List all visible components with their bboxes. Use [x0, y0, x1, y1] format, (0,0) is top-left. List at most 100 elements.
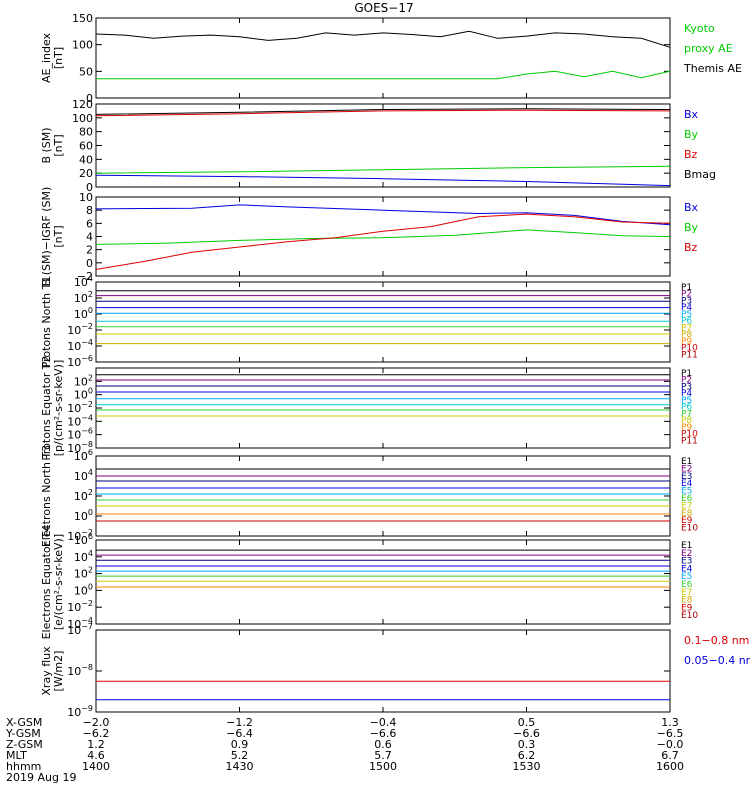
- axis-tick-value: 4.6: [87, 749, 105, 762]
- axis-tick-value: −6.5: [657, 727, 684, 740]
- panel-frame: [95, 103, 671, 188]
- legend-entry: E4: [681, 564, 693, 574]
- y-tick-label: 102: [74, 488, 93, 503]
- y-axis-label: Protons Equator T2: [40, 355, 53, 460]
- y-tick-label: 100: [72, 112, 93, 125]
- series-line: [95, 30, 671, 48]
- panel-frame: [95, 17, 671, 99]
- legend-entry: E5: [681, 572, 692, 582]
- legend-entry: E3: [681, 472, 692, 482]
- legend-entry: E2: [681, 464, 692, 474]
- y-tick-label: 4: [86, 231, 93, 244]
- axis-tick-value: 6.7: [661, 749, 679, 762]
- legend-entry: E10: [681, 524, 698, 534]
- axis-row-label: Z-GSM: [6, 738, 43, 751]
- axis-tick-value: 0.6: [374, 738, 392, 751]
- y-tick-label: 10−2: [67, 599, 93, 614]
- legend-entry: P1: [681, 369, 692, 379]
- y-tick-label: −2: [77, 270, 93, 283]
- y-axis-unit: [nT]: [52, 47, 65, 69]
- y-tick-label: 10−7: [67, 622, 93, 637]
- legend-entry: E9: [681, 603, 693, 613]
- y-axis-unit: [W/m2]: [52, 651, 65, 692]
- y-axis-label: Xray flux: [40, 646, 53, 696]
- y-axis-unit: [nT]: [52, 134, 65, 156]
- y-axis-label: Electrons Equator T4: [40, 525, 53, 640]
- y-tick-label: 104: [74, 549, 93, 564]
- legend-entry: P6: [681, 403, 692, 413]
- y-tick-label: 0: [86, 181, 93, 194]
- y-tick-label: 20: [79, 167, 93, 180]
- legend-entry: P10: [681, 344, 698, 354]
- legend-entry: P6: [681, 317, 692, 327]
- legend-entry: P11: [681, 436, 698, 446]
- y-tick-label: 100: [74, 387, 93, 402]
- axis-tick-value: −6.6: [513, 727, 540, 740]
- y-tick-label: 102: [74, 566, 93, 581]
- y-tick-label: 100: [74, 508, 93, 523]
- legend-entry: Themis AE: [683, 62, 742, 75]
- y-tick-label: 10−8: [67, 440, 93, 455]
- axis-tick-value: 5.7: [374, 749, 392, 762]
- legend-entry: P2: [681, 290, 692, 300]
- y-axis-unit: [p/(cm²-s-sr-keV)]: [52, 360, 65, 457]
- axis-row-label: X-GSM: [6, 716, 42, 729]
- y-tick-label: 60: [79, 140, 93, 153]
- y-tick-label: 10−4: [67, 338, 93, 353]
- legend-entry: E1: [681, 457, 692, 467]
- y-tick-label: 10−4: [67, 413, 93, 428]
- axis-tick-value: 1530: [513, 760, 541, 773]
- y-tick-label: 104: [74, 274, 93, 289]
- y-tick-label: 8: [86, 204, 93, 217]
- y-tick-label: 102: [74, 290, 93, 305]
- legend-entry: P5: [681, 310, 692, 320]
- legend-entry: E6: [681, 494, 693, 504]
- y-tick-label: 106: [74, 532, 93, 547]
- legend-entry: E1: [681, 541, 692, 551]
- series-line: [95, 109, 671, 117]
- y-tick-label: 106: [74, 448, 93, 463]
- legend-entry: P3: [681, 296, 692, 306]
- axis-row-label: hhmm: [6, 760, 41, 773]
- y-tick-label: 10−4: [67, 616, 93, 631]
- panel-frame: [95, 455, 671, 537]
- legend-entry: E8: [681, 509, 693, 519]
- y-tick-label: 10: [79, 191, 93, 204]
- series-line: [96, 70, 671, 80]
- y-axis-label: AE_index: [40, 32, 53, 83]
- axis-tick-value: 0.3: [518, 738, 536, 751]
- legend-entry: P9: [681, 337, 692, 347]
- y-axis-label: Electrons North T3: [40, 445, 53, 547]
- y-tick-label: 6: [86, 217, 93, 230]
- axis-tick-value: 0.9: [231, 738, 249, 751]
- axis-tick-value: −6.4: [226, 727, 253, 740]
- legend-entry: P7: [681, 409, 692, 419]
- axis-tick-value: −6.2: [83, 727, 110, 740]
- axis-tick-value: 1400: [82, 760, 110, 773]
- legend-entry: P7: [681, 323, 692, 333]
- y-tick-label: 10−2: [67, 322, 93, 337]
- legend-entry: Kyoto: [684, 22, 715, 35]
- y-tick-label: 10−8: [67, 663, 93, 678]
- legend-entry: P8: [681, 416, 692, 426]
- axis-tick-value: 1600: [656, 760, 684, 773]
- axis-tick-value: 1.2: [87, 738, 105, 751]
- axis-tick-value: −2.0: [83, 716, 110, 729]
- y-tick-label: 100: [74, 582, 93, 597]
- y-axis-label: B (SM)−IGRF (SM): [40, 187, 53, 287]
- legend-entry: E4: [681, 479, 693, 489]
- y-tick-label: 104: [74, 468, 93, 483]
- legend-entry: P3: [681, 382, 692, 392]
- legend-entry: E7: [681, 501, 692, 511]
- y-tick-label: 100: [74, 306, 93, 321]
- legend-entry: By: [684, 221, 699, 234]
- legend-entry: P5: [681, 396, 692, 406]
- legend-entry: P11: [681, 350, 698, 360]
- y-tick-label: 102: [74, 373, 93, 388]
- y-tick-label: 0: [86, 257, 93, 270]
- legend-entry: P2: [681, 376, 692, 386]
- legend-entry: E2: [681, 549, 692, 559]
